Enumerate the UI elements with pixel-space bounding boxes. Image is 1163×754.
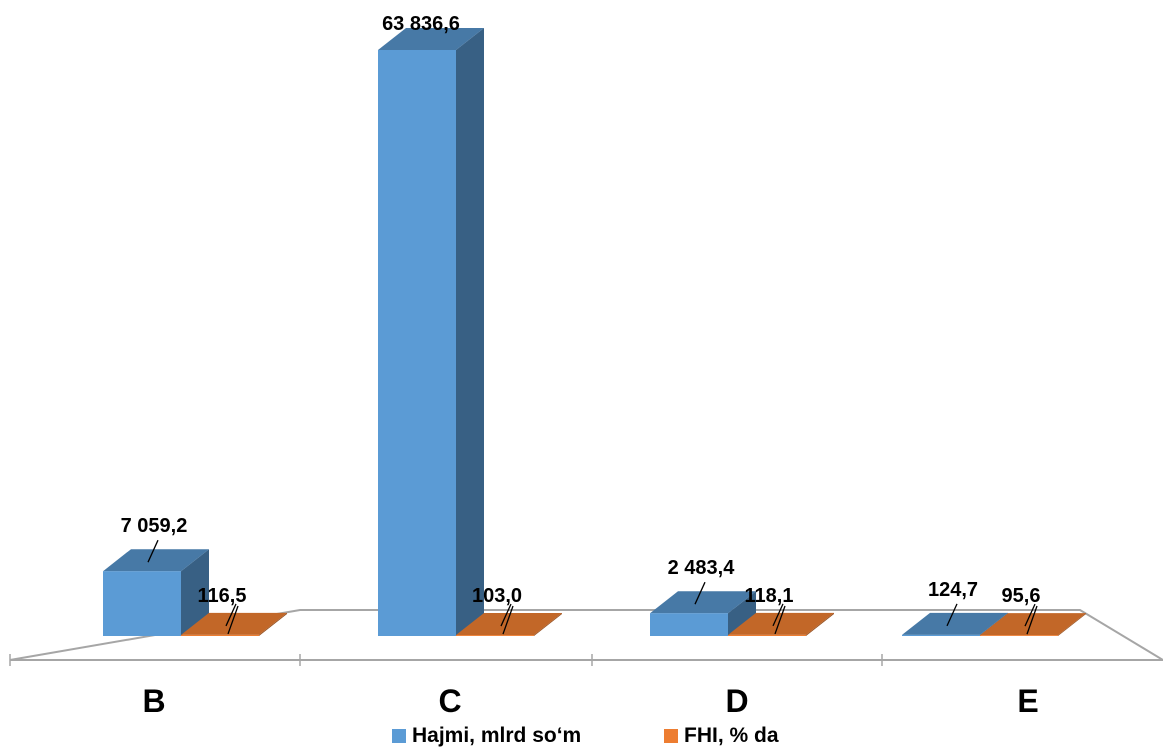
leader-line: [774, 605, 786, 635]
legend-swatch-hajmi: [392, 729, 406, 743]
legend: Hajmi, mlrd so‘m FHI, % da: [392, 724, 779, 747]
bar-fhi-d: [728, 612, 834, 636]
legend-label-fhi: FHI, % da: [684, 724, 779, 747]
bar-side: [534, 613, 562, 636]
bar-fhi-b: [181, 612, 287, 636]
bar-top: [103, 549, 209, 572]
bar-front: [456, 635, 534, 636]
bar-fhi-e: [980, 613, 1086, 636]
bar-side: [728, 591, 756, 636]
leader-line: [1026, 605, 1038, 635]
bars-layer: [103, 28, 1086, 636]
bar-hajmi-c: [378, 28, 484, 636]
leader-line: [225, 603, 237, 627]
data-label-hajmi-d: 2 483,4: [668, 557, 736, 579]
bar-hajmi-d: [650, 591, 756, 636]
data-label-hajmi-b: 7 059,2: [121, 515, 188, 537]
data-labels-layer: 7 059,2 116,5 63 836,6 103,0 2 483,4 118,1 124…: [121, 13, 1041, 635]
category-label-d: D: [725, 683, 748, 719]
bar-front: [650, 613, 728, 636]
bar-top: [181, 612, 287, 635]
bar-side: [1058, 613, 1086, 636]
bar-hajmi-b: [103, 549, 209, 636]
data-label-hajmi-c: 63 836,6: [382, 13, 460, 35]
leader-line: [227, 605, 239, 635]
data-label-fhi-b: 116,5: [198, 585, 247, 607]
data-label-hajmi-e: 124,7: [928, 579, 978, 601]
bar-side: [456, 28, 484, 636]
bar-front: [103, 571, 181, 636]
bar-front: [181, 634, 259, 636]
bar-side: [806, 612, 834, 636]
category-axis: B C D E: [142, 683, 1038, 719]
data-label-fhi-d: 118,1: [745, 585, 794, 607]
bar-top: [650, 591, 756, 614]
category-label-e: E: [1017, 683, 1038, 719]
leader-line: [946, 603, 958, 627]
data-label-fhi-c: 103,0: [472, 585, 522, 607]
bar-fhi-c: [456, 613, 562, 636]
bar-front: [728, 634, 806, 636]
bar-top: [902, 612, 1008, 635]
leader-line: [694, 581, 706, 605]
leader-line: [502, 605, 514, 635]
legend-label-hajmi: Hajmi, mlrd so‘m: [412, 724, 581, 747]
leader-line: [147, 539, 159, 563]
category-label-c: C: [438, 683, 461, 719]
data-label-fhi-e: 95,6: [1002, 585, 1041, 607]
bar-side: [181, 549, 209, 636]
bar-top: [456, 613, 562, 636]
legend-swatch-fhi: [664, 729, 678, 743]
bar-top: [378, 28, 484, 50]
bar-top: [728, 612, 834, 635]
bar-front: [378, 50, 456, 636]
leader-line: [772, 603, 784, 627]
bar-top: [980, 613, 1086, 636]
bar-front: [980, 635, 1058, 636]
leader-line: [1024, 603, 1036, 627]
category-label-b: B: [142, 683, 165, 719]
bar-side: [259, 612, 287, 636]
leader-line: [500, 603, 512, 627]
bar-front: [902, 634, 980, 636]
